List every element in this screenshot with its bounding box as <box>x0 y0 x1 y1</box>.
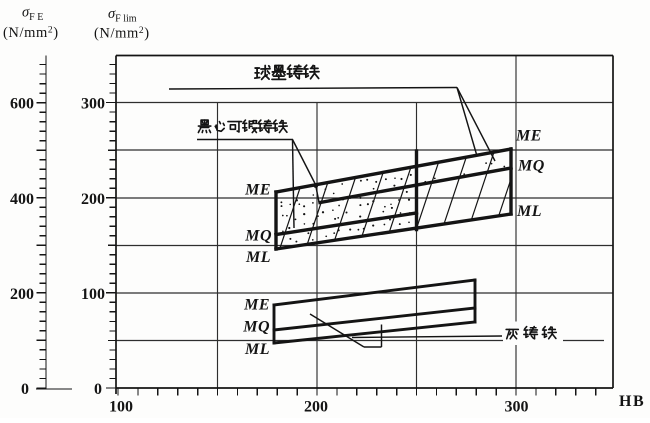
svg-text:300: 300 <box>505 399 529 416</box>
svg-text:0: 0 <box>94 381 102 398</box>
svg-text:100: 100 <box>109 399 133 416</box>
svg-text:0: 0 <box>21 381 29 398</box>
svg-text:600: 600 <box>10 96 34 113</box>
svg-text:100: 100 <box>81 286 105 303</box>
svg-text:MQ: MQ <box>242 319 270 336</box>
svg-text:ML: ML <box>244 341 270 358</box>
svg-text:(N/mm2): (N/mm2) <box>94 26 150 42</box>
svg-text:ME: ME <box>244 182 271 199</box>
svg-text:(N/mm2): (N/mm2) <box>3 25 59 41</box>
svg-text:σF E: σF E <box>22 5 43 24</box>
svg-text:MQ: MQ <box>517 158 545 175</box>
svg-text:ML: ML <box>516 203 542 220</box>
svg-text:400: 400 <box>10 191 34 208</box>
svg-text:ME: ME <box>243 297 270 314</box>
svg-text:MQ: MQ <box>244 228 272 245</box>
svg-text:ME: ME <box>515 128 542 145</box>
svg-text:200: 200 <box>81 191 105 208</box>
svg-text:200: 200 <box>10 286 34 303</box>
svg-text:HB: HB <box>619 393 645 410</box>
svg-text:σF lim: σF lim <box>108 6 137 25</box>
svg-text:300: 300 <box>81 96 105 113</box>
svg-text:200: 200 <box>304 399 328 416</box>
svg-text:ML: ML <box>245 249 271 266</box>
